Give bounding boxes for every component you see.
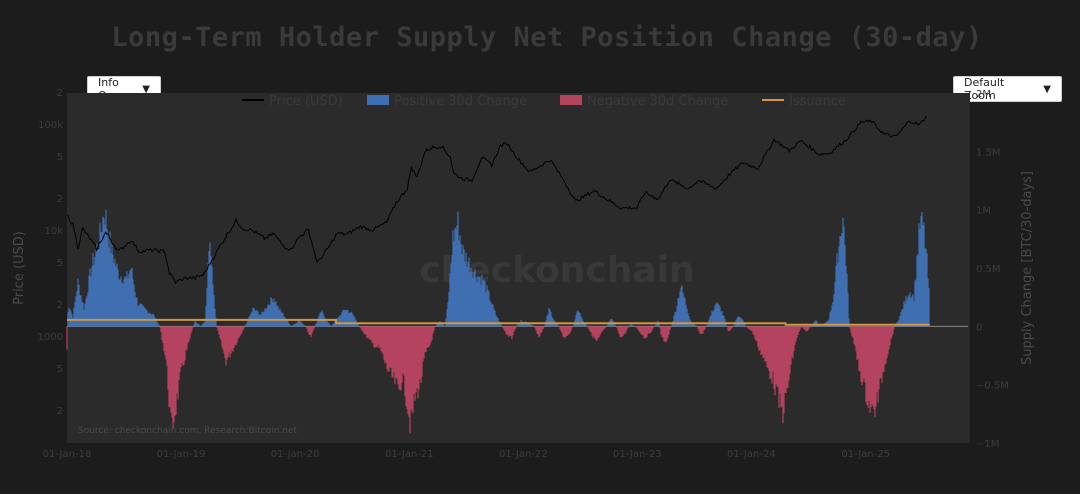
- price-line: [66, 115, 927, 285]
- source-note: Source: checkonchain.com, Research:Bitco…: [78, 426, 297, 436]
- y-right-tick-label: 0: [976, 322, 982, 333]
- negative-change-area: [66, 326, 896, 434]
- y-right-tick-label: 1M: [976, 206, 991, 217]
- x-tick-label: 01-Jan-22: [499, 449, 548, 460]
- legend-label: Issuance: [789, 94, 846, 109]
- y-right-tick-label: 0.5M: [976, 264, 1001, 275]
- y-right-tick-label: −1M: [976, 439, 999, 450]
- y-left-tick-label: 2: [57, 300, 63, 311]
- y-left-tick-label: 2: [57, 194, 63, 205]
- y-left-tick-label: 5: [57, 258, 63, 269]
- legend: Price (USD) Positive 30d Change Negative 3…: [242, 94, 846, 109]
- x-tick-label: 01-Jan-18: [43, 449, 92, 460]
- legend-swatch: [367, 95, 389, 105]
- x-tick-label: 01-Jan-25: [841, 449, 890, 460]
- y-right-axis-label: Supply Change [BTC/30-days]: [1020, 171, 1035, 365]
- y-left-tick-label: 100k: [38, 120, 63, 131]
- y-left-axis-label: Price (USD): [12, 231, 27, 305]
- zoom-dropdown[interactable]: Default Zoom ▼: [953, 76, 1062, 102]
- y-left-tick-label: 5: [57, 364, 63, 375]
- chevron-down-icon: ▼: [1043, 83, 1051, 95]
- chart-title: Long-Term Holder Supply Net Position Cha…: [111, 22, 983, 53]
- plot-area: [67, 93, 970, 443]
- x-tick-label: 01-Jan-21: [385, 449, 434, 460]
- x-tick-label: 01-Jan-23: [613, 449, 662, 460]
- legend-label: Negative 30d Change: [587, 94, 728, 109]
- y-left-tick-label: 10k: [44, 226, 63, 237]
- y-right-tick-label: −0.5M: [976, 381, 1009, 392]
- y-left-tick-label: 2: [57, 88, 63, 99]
- line-series: [66, 115, 930, 326]
- y-left-tick-label: 1000: [38, 332, 63, 343]
- issuance-line: [67, 318, 930, 326]
- x-tick-label: 01-Jan-24: [727, 449, 776, 460]
- legend-swatch: [560, 95, 582, 105]
- chevron-down-icon: ▼: [142, 83, 150, 95]
- legend-label: Price (USD): [269, 94, 343, 109]
- axes: 2 5 1000 2 5 10k 2 5 100k 2 −1M −0.5M 0 0.5M 1M 1.5M 2M 0…: [38, 88, 1009, 460]
- y-left-tick-label: 2: [57, 406, 63, 417]
- zoom-label: Default Zoom: [964, 76, 1005, 102]
- x-tick-label: 01-Jan-19: [157, 449, 206, 460]
- y-left-tick-label: 5: [57, 152, 63, 163]
- y-right-tick-label: 2M: [976, 89, 991, 100]
- legend-label: Positive 30d Change: [394, 94, 527, 109]
- y-right-tick-label: 1.5M: [976, 147, 1001, 158]
- x-tick-label: 01-Jan-20: [271, 449, 320, 460]
